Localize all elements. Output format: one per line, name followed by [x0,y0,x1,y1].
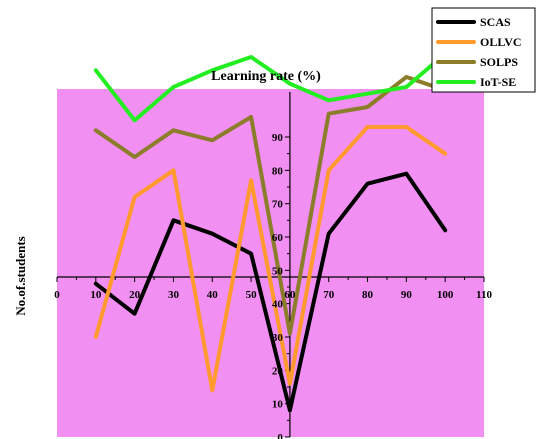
legend-label-iot-se: IoT-SE [480,75,516,89]
x-tick-label: 70 [323,289,335,301]
legend: SCAS OLLVC SOLPS IoT-SE [431,7,536,93]
y-tick-label: 80 [272,165,284,177]
y-tick-label: 70 [272,199,284,211]
y-tick-label: 30 [272,332,284,344]
y-tick-label: 50 [272,265,284,277]
x-tick-label: 50 [246,289,258,301]
x-tick-label: 0 [54,289,60,301]
x-tick-label: 30 [168,289,180,301]
x-tick-label: 20 [129,289,141,301]
series-layer [93,51,448,413]
x-tick-label: 110 [476,289,492,301]
legend-label-ollvc: OLLVC [480,35,522,49]
tick-labels: 0 10 20 30 40 50 60 70 80 90 100 110010203040506070… [54,132,492,439]
plot-background [57,89,484,437]
series-line-scas [93,171,448,413]
x-tick-label: 40 [207,289,219,301]
series-line-iot-se [93,51,448,123]
legend-label-scas: SCAS [480,15,511,29]
legend-label-solps: SOLPS [480,55,518,69]
x-tick-label: 60 [284,289,296,301]
y-tick-label: 20 [272,365,284,377]
y-tick-label: 90 [272,132,284,144]
y-tick-label: 40 [272,299,284,311]
x-tick-label: 90 [401,289,413,301]
series-line-ollvc [93,125,448,393]
y-tick-label: 60 [272,232,284,244]
x-tick-label: 10 [90,289,102,301]
y-tick-label: 10 [272,399,284,411]
chart-title: Learning rate (%) [211,69,321,84]
y-axis-label: No.of.students [13,236,28,315]
y-tick-label: 0 [277,432,283,439]
x-tick-label: 80 [362,289,374,301]
x-tick-label: 100 [437,289,454,301]
